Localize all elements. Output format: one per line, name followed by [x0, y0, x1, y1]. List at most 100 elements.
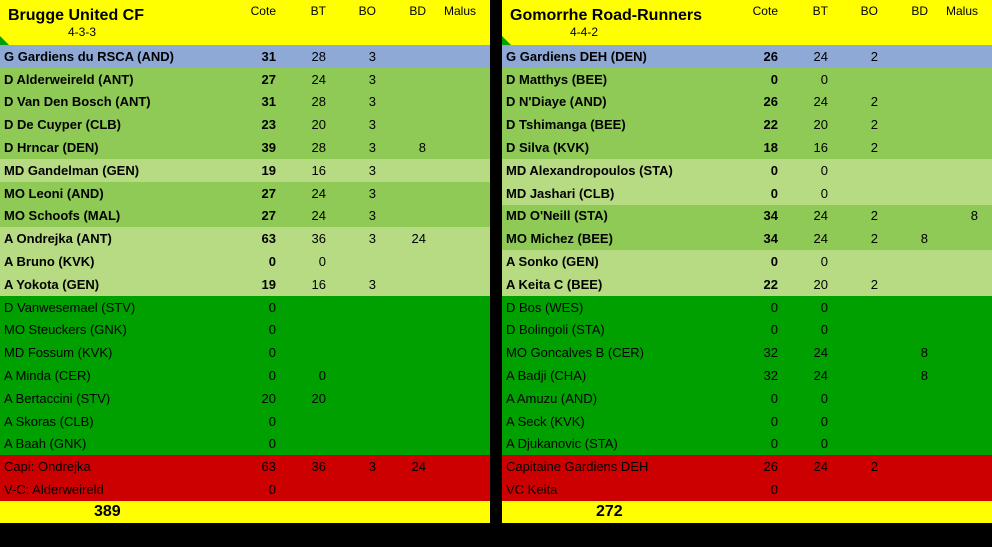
cell-bt: 24 — [782, 231, 832, 246]
cell-malus: 8 — [932, 208, 982, 223]
cell-bo: 2 — [832, 277, 882, 292]
player-label: MO Michez (BEE) — [502, 231, 732, 246]
cell-bt: 24 — [782, 345, 832, 360]
player-row: MO Schoofs (MAL)27243 — [0, 205, 490, 228]
team-total: 272 — [592, 503, 627, 521]
cell-bt: 24 — [782, 368, 832, 383]
cell-bt: 0 — [782, 322, 832, 337]
player-label: D De Cuyper (CLB) — [0, 117, 230, 132]
player-label: D Vanwesemael (STV) — [0, 300, 230, 315]
panel-gap — [490, 0, 502, 547]
cell-bt: 20 — [280, 117, 330, 132]
player-row: A Ondrejka (ANT)6336324 — [0, 227, 490, 250]
player-label: Capi: Ondrejka — [0, 459, 230, 474]
cell-cote: 19 — [230, 277, 280, 292]
cell-cote: 27 — [230, 72, 280, 87]
cell-cote: 0 — [230, 436, 280, 451]
player-row: MO Goncalves B (CER)32248 — [502, 341, 992, 364]
player-row: D Van Den Bosch (ANT)31283 — [0, 91, 490, 114]
cell-bt: 24 — [280, 208, 330, 223]
match-page: Brugge United CF4-3-3CoteBTBOBDMalusG Ga… — [0, 0, 992, 547]
cell-bt: 0 — [782, 186, 832, 201]
player-label: G Gardiens du RSCA (AND) — [0, 49, 230, 64]
player-row: MO Michez (BEE)342428 — [502, 227, 992, 250]
player-label: D Van Den Bosch (ANT) — [0, 94, 230, 109]
cell-bt: 24 — [782, 208, 832, 223]
cell-bo: 2 — [832, 49, 882, 64]
cell-bd: 8 — [882, 345, 932, 360]
cell-bo: 2 — [832, 231, 882, 246]
cell-cote: 0 — [230, 368, 280, 383]
cell-cote: 63 — [230, 459, 280, 474]
cell-cote: 27 — [230, 186, 280, 201]
player-row: A Seck (KVK)00 — [502, 410, 992, 433]
cell-cote: 0 — [230, 322, 280, 337]
cell-bo: 3 — [330, 49, 380, 64]
player-label: MO Leoni (AND) — [0, 186, 230, 201]
cell-bt: 28 — [280, 49, 330, 64]
player-row: A Baah (GNK)0 — [0, 433, 490, 456]
player-label: A Bertaccini (STV) — [0, 391, 230, 406]
player-row: A Bruno (KVK)00 — [0, 250, 490, 273]
cell-bt: 16 — [280, 163, 330, 178]
player-label: V-C: Alderweireld — [0, 482, 230, 497]
cell-cote: 20 — [230, 391, 280, 406]
cell-cote: 0 — [732, 322, 782, 337]
player-row: A Minda (CER)00 — [0, 364, 490, 387]
cell-bt: 24 — [280, 72, 330, 87]
cell-cote: 0 — [732, 391, 782, 406]
corner-decoration — [502, 36, 511, 45]
player-row: MD Gandelman (GEN)19163 — [0, 159, 490, 182]
cell-cote: 0 — [732, 300, 782, 315]
player-row: D N'Diaye (AND)26242 — [502, 91, 992, 114]
cell-cote: 32 — [732, 368, 782, 383]
team-header: Gomorrhe Road-Runners4-4-2CoteBTBOBDMalu… — [502, 0, 992, 45]
cell-bt: 24 — [782, 459, 832, 474]
player-row: MO Leoni (AND)27243 — [0, 182, 490, 205]
cell-bo: 2 — [832, 140, 882, 155]
player-label: A Baah (GNK) — [0, 436, 230, 451]
player-row: A Yokota (GEN)19163 — [0, 273, 490, 296]
player-label: D Bolingoli (STA) — [502, 322, 732, 337]
player-row: MD O'Neill (STA)342428 — [502, 205, 992, 228]
player-row: A Djukanovic (STA)00 — [502, 433, 992, 456]
cell-bt: 36 — [280, 459, 330, 474]
col-header-bd: BD — [882, 4, 932, 18]
player-label: A Djukanovic (STA) — [502, 436, 732, 451]
cell-cote: 63 — [230, 231, 280, 246]
cell-bt: 0 — [782, 254, 832, 269]
cell-cote: 26 — [732, 49, 782, 64]
player-label: VC Keita — [502, 482, 732, 497]
player-label: G Gardiens DEH (DEN) — [502, 49, 732, 64]
cell-bt: 0 — [782, 414, 832, 429]
player-label: MO Steuckers (GNK) — [0, 322, 230, 337]
cell-bt: 28 — [280, 140, 330, 155]
player-row: G Gardiens DEH (DEN)26242 — [502, 45, 992, 68]
team-total-row: 389 — [0, 501, 490, 523]
cell-bo: 3 — [330, 277, 380, 292]
player-row: D Tshimanga (BEE)22202 — [502, 113, 992, 136]
team-name: Gomorrhe Road-Runners — [510, 7, 732, 25]
cell-bd: 8 — [882, 368, 932, 383]
player-label: A Badji (CHA) — [502, 368, 732, 383]
cell-cote: 0 — [230, 300, 280, 315]
cell-bt: 0 — [782, 436, 832, 451]
player-row: A Skoras (CLB)0 — [0, 410, 490, 433]
cell-cote: 0 — [732, 482, 782, 497]
cell-cote: 0 — [230, 414, 280, 429]
cell-bt: 0 — [782, 300, 832, 315]
player-row: A Badji (CHA)3224 8 — [502, 364, 992, 387]
column-headers: CoteBTBOBDMalus — [230, 0, 480, 45]
team-panel-left: Brugge United CF4-3-3CoteBTBOBDMalusG Ga… — [0, 0, 490, 547]
team-title-wrap: Gomorrhe Road-Runners4-4-2 — [502, 0, 732, 45]
team-panel-right: Gomorrhe Road-Runners4-4-2CoteBTBOBDMalu… — [502, 0, 992, 547]
cell-cote: 0 — [732, 163, 782, 178]
cell-cote: 39 — [230, 140, 280, 155]
player-row: D Silva (KVK)18162 — [502, 136, 992, 159]
player-label: MD O'Neill (STA) — [502, 208, 732, 223]
cell-bd: 24 — [380, 231, 430, 246]
cell-cote: 26 — [732, 94, 782, 109]
cell-cote: 26 — [732, 459, 782, 474]
cell-cote: 0 — [732, 414, 782, 429]
team-total: 389 — [90, 503, 125, 521]
